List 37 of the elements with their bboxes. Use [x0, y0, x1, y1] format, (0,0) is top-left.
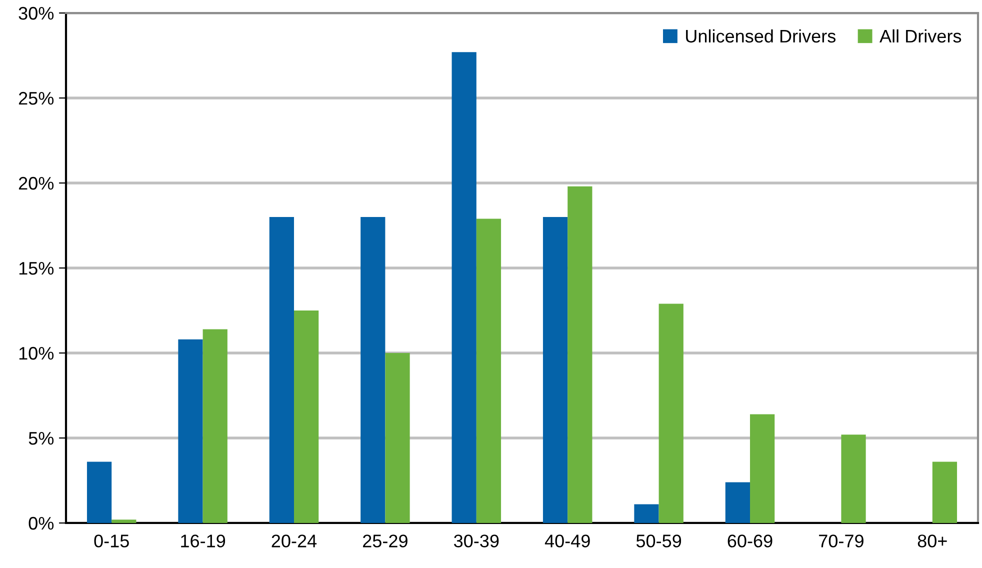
bar: [385, 353, 410, 523]
bar: [542, 217, 568, 523]
y-tick-label: 5%: [28, 432, 54, 445]
bar: [932, 462, 958, 523]
bar: [750, 414, 775, 523]
bar: [202, 329, 228, 523]
bar: [86, 462, 112, 523]
y-tick-label: 30%: [18, 6, 54, 20]
x-tick-label: 50-59: [636, 534, 682, 548]
y-tick-label: 20%: [18, 176, 54, 190]
legend-label: All Drivers: [880, 29, 962, 43]
bar: [841, 434, 866, 523]
x-tick-label: 60-69: [728, 534, 772, 548]
bar: [568, 186, 592, 523]
x-tick-label: 25-29: [363, 534, 408, 548]
x-tick-label: 16-19: [181, 534, 226, 548]
x-tick-label: 40-49: [544, 534, 590, 548]
bar: [634, 504, 659, 523]
legend-label: Unlicensed Drivers: [686, 29, 836, 43]
x-tick-label: 20-24: [272, 534, 317, 548]
bar: [476, 218, 502, 523]
y-tick-label: 10%: [19, 346, 54, 360]
bar: [269, 217, 294, 523]
y-tick-label: 0%: [28, 516, 54, 530]
x-tick-label: 70-79: [819, 534, 864, 548]
y-tick-label: 15%: [19, 262, 54, 275]
x-tick-label: 30-39: [454, 534, 499, 548]
bar: [725, 482, 750, 523]
bar: [178, 339, 203, 523]
x-tick-label: 0-15: [94, 534, 129, 548]
bar: [112, 520, 136, 523]
bar: [452, 52, 476, 523]
bar: [360, 217, 386, 523]
bar: [294, 310, 319, 523]
y-tick-label: 25%: [18, 92, 54, 105]
x-tick-label: 80+: [918, 534, 947, 548]
bar: [658, 304, 684, 523]
